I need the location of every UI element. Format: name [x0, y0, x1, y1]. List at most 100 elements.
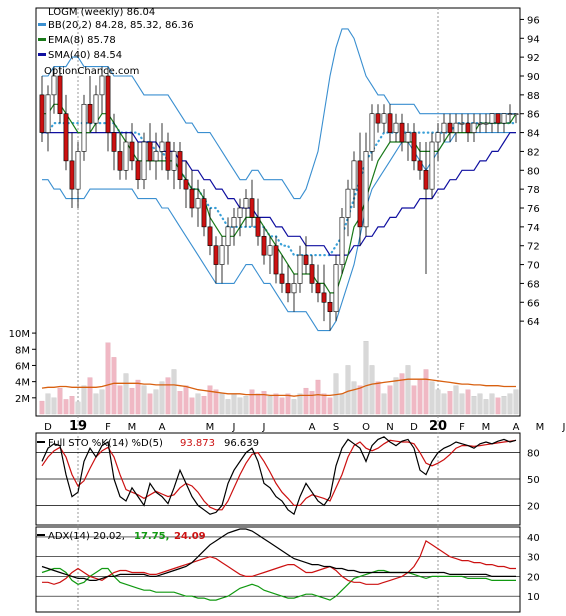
volume-bar — [339, 393, 345, 415]
volume-bar — [225, 399, 231, 415]
volume-average-line — [41, 378, 516, 397]
volume-bar — [243, 396, 249, 415]
volume-bar — [201, 396, 207, 415]
candle-body — [261, 235, 267, 256]
bb-legend: BB(20,2) 84.28, 85.32, 86.36 — [48, 20, 194, 31]
volume-bar — [159, 381, 165, 415]
volume-bar — [315, 379, 321, 415]
volume-bar — [123, 373, 129, 415]
volume-bar — [45, 393, 51, 415]
volume-bar — [291, 399, 297, 415]
volume-bar — [105, 342, 111, 415]
volume-bar — [249, 389, 255, 415]
volume-bar — [189, 397, 195, 415]
adx-label: ADX(14) 20.02, — [48, 531, 125, 542]
volume-bar — [357, 385, 363, 415]
sma40-line — [42, 132, 516, 256]
candle-body — [69, 160, 75, 190]
month-label: S — [333, 422, 339, 433]
candle-body — [273, 245, 279, 275]
volume-bar — [321, 393, 327, 415]
volume-bar — [135, 379, 141, 415]
volume-bar — [327, 397, 333, 415]
volume-tick-label: 2M — [15, 394, 30, 405]
volume-bar — [39, 400, 45, 415]
volume-bar — [183, 385, 189, 415]
price-tick-label: 80 — [527, 166, 540, 177]
candle-body — [93, 94, 99, 124]
volume-bar — [87, 377, 93, 415]
bb-lower-line — [42, 132, 516, 332]
price-tick-label: 74 — [527, 223, 540, 234]
volume-bar — [57, 387, 63, 415]
candle-body — [327, 301, 333, 313]
stoch-pctk-line — [41, 436, 517, 516]
axis-ticks: 64 66 68 70 72 74 76 78 80 82 84 86 88 90 92 94 96 2M 4M 6M… — [9, 15, 566, 603]
volume-bar — [351, 381, 357, 415]
candle-body — [213, 245, 219, 265]
adx-tick-label: 30 — [527, 553, 540, 564]
candle-body — [63, 113, 69, 162]
volume-bar — [147, 393, 153, 415]
candle-body — [345, 188, 351, 218]
volume-tick-label: 8M — [15, 345, 30, 356]
candle-body — [123, 141, 129, 171]
candle-body — [285, 283, 291, 294]
candle-body — [135, 160, 141, 181]
price-tick-label: 64 — [527, 317, 540, 328]
volume-bar — [129, 387, 135, 415]
ema8-line — [42, 103, 517, 294]
volume-bar — [381, 393, 387, 415]
volume-bar — [117, 385, 123, 415]
candle-body — [369, 113, 375, 152]
candle-body — [447, 122, 453, 133]
sma-legend: SMA(40) 84.54 — [48, 50, 122, 61]
candle-body — [507, 113, 513, 116]
candle-body — [189, 188, 195, 209]
price-tick-label: 96 — [527, 15, 540, 26]
plus-di-line — [41, 567, 516, 601]
month-label: J — [262, 422, 266, 433]
candle-body — [279, 273, 285, 284]
volume-bar — [93, 393, 99, 415]
volume-bar — [399, 373, 405, 415]
volume-bar — [231, 393, 237, 415]
candle-body — [45, 94, 51, 133]
volume-bar — [423, 369, 429, 415]
candle-body — [201, 198, 207, 228]
price-tick-label: 86 — [527, 110, 540, 121]
candlesticks — [39, 66, 519, 331]
volume-tick-label: 10M — [9, 329, 30, 340]
volume-bar — [75, 401, 81, 415]
price-tick-label: 72 — [527, 242, 540, 253]
candle-body — [309, 264, 315, 284]
stochastic-lines — [41, 436, 517, 516]
candle-body — [75, 151, 81, 190]
candle-body — [435, 132, 441, 143]
candle-body — [291, 283, 297, 294]
volume-bar — [369, 365, 375, 415]
candle-body — [429, 141, 435, 190]
volume-bar — [207, 385, 213, 415]
candle-body — [159, 141, 165, 152]
volume-bar — [297, 393, 303, 415]
candle-body — [183, 179, 189, 190]
candle-body — [489, 113, 495, 124]
volume-bar — [285, 393, 291, 415]
candle-body — [471, 122, 477, 133]
adx-tick-label: 20 — [527, 572, 540, 583]
candle-body — [501, 113, 507, 124]
price-tick-label: 66 — [527, 298, 540, 309]
adx-line — [41, 528, 516, 582]
price-tick-label: 88 — [527, 91, 540, 102]
candle-body — [453, 122, 459, 133]
candle-body — [267, 245, 273, 256]
candle-body — [387, 113, 393, 133]
month-label: J — [562, 422, 566, 433]
adx-swatch — [37, 534, 45, 536]
stoch-legend: Full STO %K(14) %D(5) 93.873 96.639 — [37, 438, 259, 449]
price-panel-frame — [35, 7, 521, 417]
candle-body — [417, 160, 423, 171]
candle-body — [459, 122, 465, 125]
candle-body — [111, 132, 117, 152]
